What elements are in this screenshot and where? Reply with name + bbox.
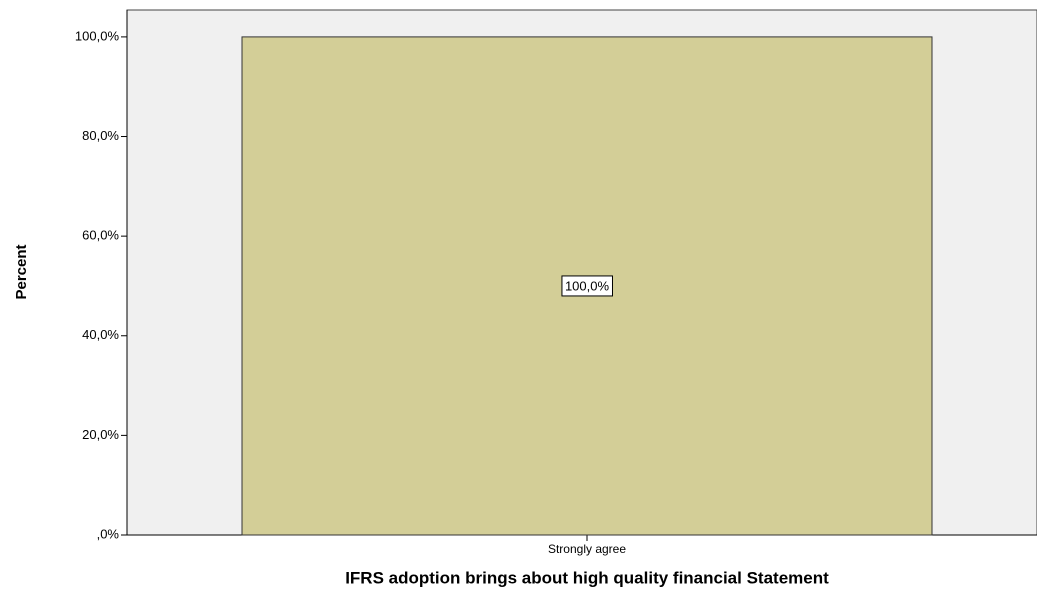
data-label: 100,0% bbox=[565, 278, 610, 293]
y-tick-label: 60,0% bbox=[82, 228, 119, 243]
y-tick-label: 100,0% bbox=[75, 28, 120, 43]
x-axis-title: IFRS adoption brings about high quality … bbox=[345, 568, 829, 587]
y-tick-label: 20,0% bbox=[82, 427, 119, 442]
y-tick-label: 80,0% bbox=[82, 128, 119, 143]
y-tick-label: ,0% bbox=[97, 526, 120, 541]
y-tick-label: 40,0% bbox=[82, 327, 119, 342]
x-tick-label: Strongly agree bbox=[548, 542, 626, 556]
data-label-box bbox=[561, 275, 613, 297]
y-axis-title: Percent bbox=[13, 244, 30, 299]
